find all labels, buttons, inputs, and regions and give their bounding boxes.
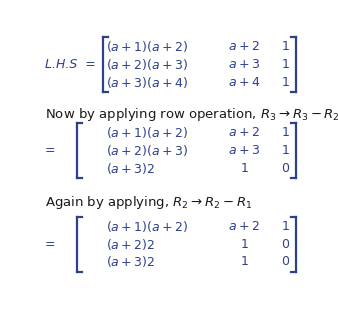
Text: $(a + 3)2$: $(a + 3)2$: [106, 254, 156, 269]
Text: $1$: $1$: [281, 144, 290, 157]
Text: =: =: [45, 144, 55, 157]
Text: $0$: $0$: [281, 238, 290, 251]
Text: L.H.S  =: L.H.S =: [45, 58, 96, 71]
Text: $(a + 3)(a + 4)$: $(a + 3)(a + 4)$: [106, 75, 189, 90]
Text: $a + 3$: $a + 3$: [228, 144, 260, 157]
Text: Again by applying, $R_2{\rightarrow}R_2 - R_1$: Again by applying, $R_2{\rightarrow}R_2 …: [45, 194, 252, 211]
Text: $1$: $1$: [281, 126, 290, 139]
Text: $1$: $1$: [240, 162, 248, 175]
Text: $a + 2$: $a + 2$: [228, 126, 260, 139]
Text: $1$: $1$: [281, 58, 290, 71]
Text: $0$: $0$: [281, 162, 290, 175]
Text: =: =: [45, 238, 55, 251]
Text: $a + 2$: $a + 2$: [228, 40, 260, 53]
Text: $0$: $0$: [281, 255, 290, 268]
Text: $(a + 2)(a + 3)$: $(a + 2)(a + 3)$: [106, 57, 189, 72]
Text: $1$: $1$: [240, 255, 248, 268]
Text: $(a + 1)(a + 2)$: $(a + 1)(a + 2)$: [106, 125, 189, 140]
Text: $(a + 3)2$: $(a + 3)2$: [106, 161, 156, 176]
Text: $1$: $1$: [281, 40, 290, 53]
Text: $(a + 1)(a + 2)$: $(a + 1)(a + 2)$: [106, 219, 189, 234]
Text: $1$: $1$: [281, 76, 290, 89]
Text: $a + 2$: $a + 2$: [228, 220, 260, 233]
Text: $a + 4$: $a + 4$: [228, 76, 260, 89]
Text: $(a + 2)2$: $(a + 2)2$: [106, 237, 156, 252]
Text: $a + 3$: $a + 3$: [228, 58, 260, 71]
Text: $1$: $1$: [281, 220, 290, 233]
Text: $1$: $1$: [240, 238, 248, 251]
Text: Now by applying row operation, $R_3{\rightarrow}R_3 - R_2$: Now by applying row operation, $R_3{\rig…: [45, 106, 338, 123]
Text: $(a + 1)(a + 2)$: $(a + 1)(a + 2)$: [106, 39, 189, 54]
Text: $(a + 2)(a + 3)$: $(a + 2)(a + 3)$: [106, 143, 189, 158]
